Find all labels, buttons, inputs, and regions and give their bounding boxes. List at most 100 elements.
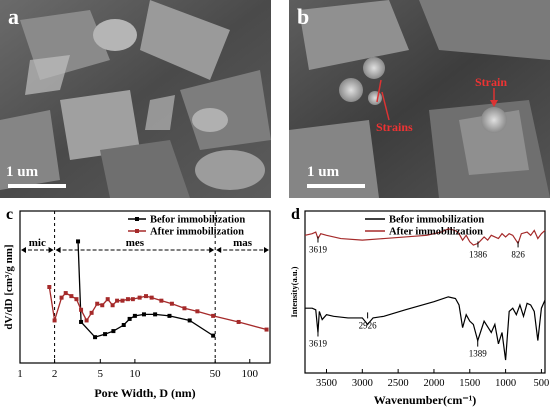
series-line — [304, 228, 546, 246]
region-arrow-head — [48, 247, 54, 253]
data-point — [125, 297, 130, 302]
y-axis-label: dV/dD [cm³/g nm] — [3, 244, 15, 329]
data-point — [264, 327, 269, 332]
region-label: mic — [29, 237, 46, 249]
data-point — [115, 298, 120, 303]
data-point — [236, 319, 241, 324]
sem-image-b: b Strain Strains 1 um — [289, 0, 550, 198]
x-axis-label: Wavenumber(cm⁻¹) — [374, 393, 477, 407]
x-tick-label: 5 — [98, 368, 104, 380]
region-arrow-head — [21, 247, 26, 253]
data-point — [110, 303, 115, 308]
scale-label-b: 1 um — [307, 164, 340, 180]
x-tick-label: 500 — [534, 378, 550, 389]
series-line — [305, 296, 546, 361]
data-point — [144, 294, 149, 299]
data-point — [63, 291, 68, 296]
legend-marker — [135, 217, 139, 221]
legend-marker — [135, 229, 139, 233]
data-point — [69, 294, 74, 299]
chart-c: c 1 2 5 10 50 100 Pore Width, D (nm) dV/dD [cm³/… — [0, 203, 275, 413]
scale-label-a: 1 um — [6, 164, 39, 180]
panel-label-c: c — [6, 206, 13, 223]
legend-label: Befor immobilization — [150, 215, 245, 226]
x-axis-label: Pore Width, D (nm) — [94, 386, 195, 400]
x-tick-label: 2 — [52, 368, 58, 380]
region-arrow-head — [264, 247, 269, 253]
data-point — [167, 313, 172, 318]
x-tick-label: 50 — [210, 368, 222, 380]
chart-d: d 3500 3000 2500 2000 1500 1000 500 Wavenumber(c… — [285, 203, 550, 413]
data-point — [153, 312, 158, 317]
region-arrow-head — [216, 247, 222, 253]
data-point — [89, 310, 94, 315]
data-point — [195, 309, 200, 314]
scale-bar-b — [307, 184, 365, 188]
y-axis-label: Intensity(a.u.) — [289, 266, 299, 317]
data-point — [187, 318, 192, 323]
data-point — [169, 301, 174, 306]
region-arrow-head — [55, 247, 61, 253]
data-point — [132, 313, 137, 318]
data-point — [137, 295, 142, 300]
sem-texture-b — [289, 0, 550, 198]
data-point — [211, 313, 216, 318]
data-point — [159, 298, 164, 303]
peak-annotation-before-label: 3619 — [309, 339, 328, 349]
peak-annotation-before-label: 2926 — [359, 320, 378, 330]
data-point — [79, 307, 84, 312]
panel-label-b: b — [297, 4, 310, 29]
data-point — [84, 318, 89, 323]
sem-image-a: a 1 um — [0, 0, 271, 198]
data-point — [76, 239, 81, 244]
legend-label: After immobilization — [150, 227, 244, 238]
chart-c-svg: c 1 2 5 10 50 100 Pore Width, D (nm) dV/dD [cm³/… — [3, 206, 271, 400]
region-label: mes — [126, 237, 145, 249]
peak-annotation-before-label: 1389 — [469, 349, 488, 359]
x-tick-label: 1000 — [495, 378, 516, 389]
data-point — [121, 323, 126, 327]
data-point — [103, 332, 108, 337]
data-point — [100, 303, 105, 308]
legend-label: Befor immobilization — [389, 215, 484, 226]
data-point — [141, 312, 146, 317]
plot-frame — [304, 210, 546, 374]
x-tick-label: 2000 — [423, 378, 444, 389]
annotation-strain: Strain — [475, 75, 508, 89]
x-tick-label: 100 — [242, 368, 259, 380]
data-point — [74, 297, 79, 302]
data-point — [130, 297, 135, 302]
peak-annotation-after-label: 1386 — [469, 249, 488, 259]
data-point — [149, 295, 154, 300]
data-point — [105, 297, 110, 302]
data-point — [93, 335, 98, 340]
panel-label-d: d — [291, 206, 300, 223]
data-point — [52, 318, 57, 323]
sem-texture-a — [0, 0, 271, 198]
data-point — [47, 285, 52, 289]
panel-label-a: a — [8, 4, 19, 29]
region-label: mas — [233, 237, 253, 249]
x-tick-label: 2500 — [388, 378, 409, 389]
data-point — [211, 333, 216, 338]
region-arrow-head — [209, 247, 215, 253]
x-tick-label: 3000 — [352, 378, 373, 389]
data-point — [79, 319, 84, 324]
peak-annotation-after-label: 3619 — [309, 245, 328, 255]
peak-annotation-after-label: 826 — [511, 249, 525, 259]
x-tick-label: 3500 — [316, 378, 337, 389]
data-point — [59, 295, 64, 300]
chart-d-svg: d 3500 3000 2500 2000 1500 1000 500 Wavenumber(c… — [289, 206, 550, 407]
data-point — [120, 298, 125, 303]
x-tick-label: 1 — [17, 368, 23, 380]
scale-bar-a — [8, 184, 66, 188]
x-tick-label: 10 — [129, 368, 141, 380]
legend-label: After immobilization — [389, 227, 483, 238]
data-point — [95, 301, 100, 306]
annotation-strains: Strains — [376, 120, 413, 134]
data-point — [127, 316, 132, 321]
data-point — [182, 306, 187, 311]
x-tick-label: 1500 — [459, 378, 480, 389]
plot-frame — [19, 210, 271, 364]
data-point — [111, 329, 116, 334]
